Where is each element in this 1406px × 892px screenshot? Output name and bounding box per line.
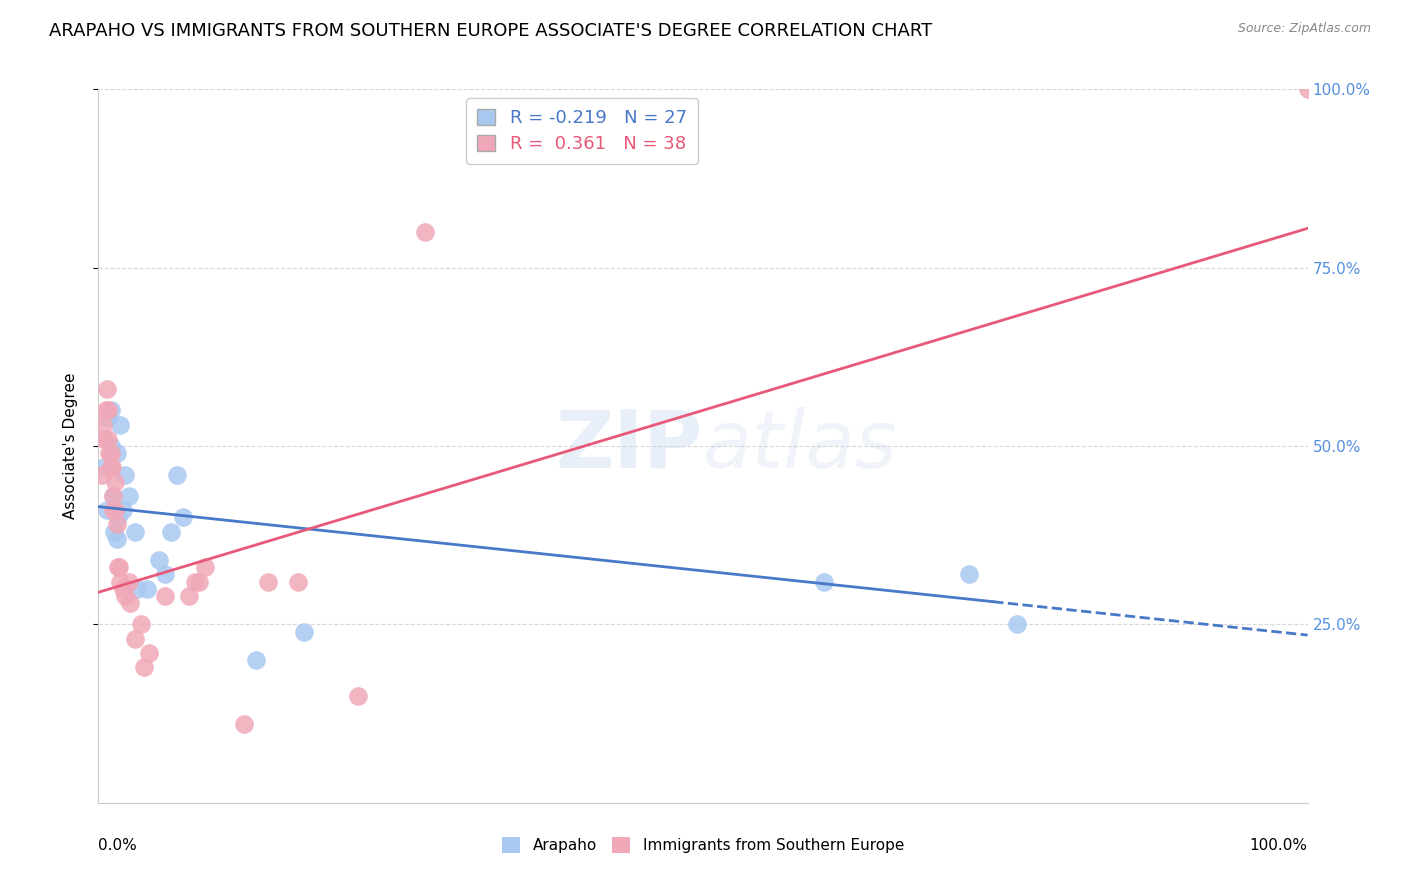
- Point: [148, 553, 170, 567]
- Legend: Arapaho, Immigrants from Southern Europe: Arapaho, Immigrants from Southern Europe: [496, 831, 910, 859]
- Point: [413, 225, 436, 239]
- Point: [93, 432, 115, 446]
- Point: [138, 646, 160, 660]
- Text: atlas: atlas: [703, 407, 898, 485]
- Point: [118, 596, 141, 610]
- Text: ZIP: ZIP: [555, 407, 703, 485]
- Point: [97, 432, 120, 446]
- Point: [153, 567, 176, 582]
- Point: [292, 624, 315, 639]
- Point: [100, 446, 122, 460]
- Point: [135, 582, 157, 596]
- Point: [101, 503, 124, 517]
- Point: [256, 574, 278, 589]
- Point: [111, 582, 134, 596]
- Point: [105, 532, 128, 546]
- Point: [100, 403, 122, 417]
- Point: [153, 589, 176, 603]
- Point: [1007, 617, 1029, 632]
- Point: [127, 582, 149, 596]
- Point: [96, 382, 118, 396]
- Point: [287, 574, 309, 589]
- Point: [194, 560, 217, 574]
- Point: [94, 403, 117, 417]
- Point: [179, 589, 201, 603]
- Point: [114, 467, 136, 482]
- Point: [107, 560, 129, 574]
- Point: [172, 510, 194, 524]
- Point: [93, 460, 115, 475]
- Text: ARAPAHO VS IMMIGRANTS FROM SOUTHERN EUROPE ASSOCIATE'S DEGREE CORRELATION CHART: ARAPAHO VS IMMIGRANTS FROM SOUTHERN EURO…: [49, 22, 932, 40]
- Point: [124, 632, 146, 646]
- Point: [100, 439, 122, 453]
- Point: [957, 567, 980, 582]
- Point: [347, 689, 370, 703]
- Point: [232, 717, 254, 731]
- Point: [118, 489, 141, 503]
- Point: [104, 475, 127, 489]
- Point: [108, 560, 131, 574]
- Point: [107, 510, 129, 524]
- Point: [129, 617, 152, 632]
- Point: [184, 574, 207, 589]
- Point: [108, 417, 131, 432]
- Point: [101, 489, 124, 503]
- Point: [97, 403, 120, 417]
- Point: [103, 524, 125, 539]
- Point: [101, 489, 124, 503]
- Point: [100, 460, 122, 475]
- Point: [105, 446, 128, 460]
- Y-axis label: Associate's Degree: Associate's Degree: [63, 373, 77, 519]
- Point: [97, 410, 120, 425]
- Point: [91, 467, 114, 482]
- Point: [100, 460, 122, 475]
- Point: [96, 503, 118, 517]
- Point: [98, 446, 121, 460]
- Point: [124, 524, 146, 539]
- Point: [105, 517, 128, 532]
- Point: [91, 417, 114, 432]
- Point: [187, 574, 209, 589]
- Text: Source: ZipAtlas.com: Source: ZipAtlas.com: [1237, 22, 1371, 36]
- Text: 0.0%: 0.0%: [98, 838, 138, 854]
- Point: [245, 653, 267, 667]
- Point: [134, 660, 156, 674]
- Point: [118, 574, 141, 589]
- Point: [108, 574, 131, 589]
- Point: [1296, 82, 1319, 96]
- Point: [166, 467, 188, 482]
- Point: [104, 503, 127, 517]
- Point: [160, 524, 183, 539]
- Point: [114, 589, 136, 603]
- Point: [111, 503, 134, 517]
- Point: [813, 574, 835, 589]
- Text: 100.0%: 100.0%: [1250, 838, 1308, 854]
